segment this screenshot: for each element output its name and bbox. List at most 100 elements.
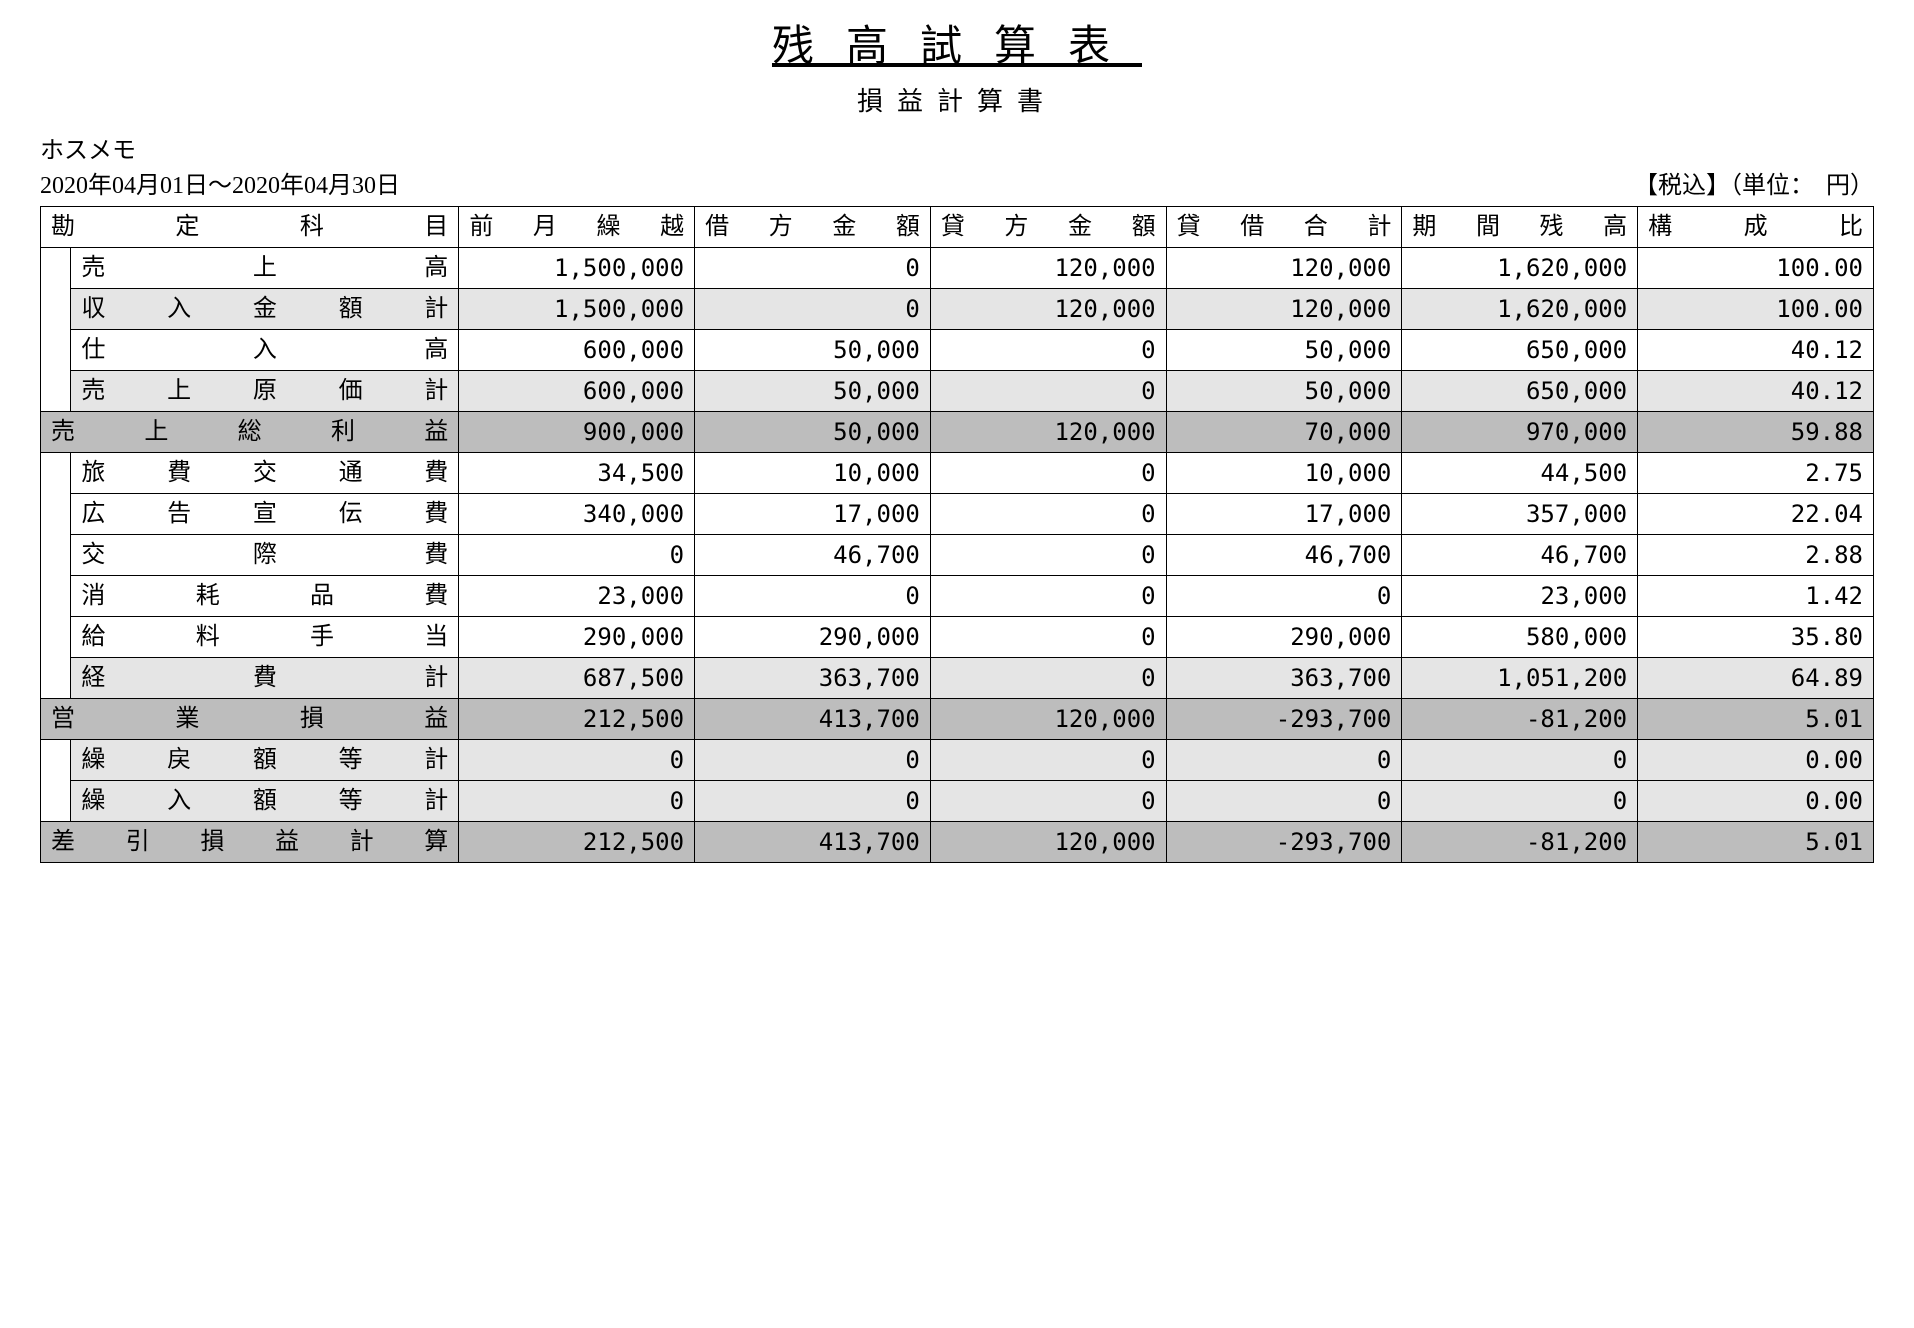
value-cell: 120,000	[1166, 248, 1402, 289]
value-cell: 600,000	[459, 330, 695, 371]
value-cell: 0	[930, 658, 1166, 699]
table-row: 経費計687,500363,7000363,7001,051,20064.89	[41, 658, 1874, 699]
value-cell: 2.75	[1638, 453, 1874, 494]
indent-cell	[41, 371, 71, 412]
value-cell: 580,000	[1402, 617, 1638, 658]
account-label: 売上高	[71, 248, 459, 289]
indent-cell	[41, 494, 71, 535]
value-cell: 64.89	[1638, 658, 1874, 699]
value-cell: 59.88	[1638, 412, 1874, 453]
indent-cell	[41, 289, 71, 330]
value-cell: 120,000	[930, 289, 1166, 330]
value-cell: 0	[930, 740, 1166, 781]
table-row: 売上原価計600,00050,000050,000650,00040.12	[41, 371, 1874, 412]
col-ratio: 構成比	[1638, 207, 1874, 248]
value-cell: 50,000	[695, 330, 931, 371]
value-cell: 363,700	[1166, 658, 1402, 699]
value-cell: 46,700	[1166, 535, 1402, 576]
value-cell: 17,000	[1166, 494, 1402, 535]
value-cell: 23,000	[459, 576, 695, 617]
value-cell: 212,500	[459, 822, 695, 863]
value-cell: 0	[695, 781, 931, 822]
value-cell: 120,000	[930, 699, 1166, 740]
value-cell: 0	[930, 781, 1166, 822]
value-cell: 290,000	[459, 617, 695, 658]
indent-cell	[41, 781, 71, 822]
value-cell: 687,500	[459, 658, 695, 699]
account-label: 売上総利益	[41, 412, 459, 453]
table-row: 消耗品費23,00000023,0001.42	[41, 576, 1874, 617]
value-cell: 46,700	[1402, 535, 1638, 576]
account-label: 旅費交通費	[71, 453, 459, 494]
value-cell: 23,000	[1402, 576, 1638, 617]
value-cell: 120,000	[1166, 289, 1402, 330]
value-cell: 0	[1166, 576, 1402, 617]
value-cell: 50,000	[1166, 371, 1402, 412]
value-cell: 0	[1402, 740, 1638, 781]
value-cell: 413,700	[695, 822, 931, 863]
value-cell: -81,200	[1402, 699, 1638, 740]
account-label: 消耗品費	[71, 576, 459, 617]
value-cell: 1,500,000	[459, 289, 695, 330]
value-cell: 0.00	[1638, 781, 1874, 822]
account-label: 繰入額等計	[71, 781, 459, 822]
value-cell: 0	[459, 781, 695, 822]
account-label: 売上原価計	[71, 371, 459, 412]
table-row: 売上総利益900,00050,000120,00070,000970,00059…	[41, 412, 1874, 453]
account-label: 差引損益計算	[41, 822, 459, 863]
account-label: 広告宣伝費	[71, 494, 459, 535]
value-cell: 70,000	[1166, 412, 1402, 453]
value-cell: 22.04	[1638, 494, 1874, 535]
value-cell: 1,620,000	[1402, 289, 1638, 330]
value-cell: 0	[695, 740, 931, 781]
value-cell: 0	[930, 535, 1166, 576]
value-cell: 0	[1166, 740, 1402, 781]
table-header-row: 勘定科目 前月繰越 借方金額 貸方金額 貸借合計 期間残高 構成比	[41, 207, 1874, 248]
table-row: 給料手当290,000290,0000290,000580,00035.80	[41, 617, 1874, 658]
value-cell: 357,000	[1402, 494, 1638, 535]
col-prev: 前月繰越	[459, 207, 695, 248]
indent-cell	[41, 740, 71, 781]
account-label: 営業損益	[41, 699, 459, 740]
value-cell: 120,000	[930, 822, 1166, 863]
col-credit: 貸方金額	[930, 207, 1166, 248]
value-cell: 1,620,000	[1402, 248, 1638, 289]
col-balance: 期間残高	[1402, 207, 1638, 248]
value-cell: 10,000	[1166, 453, 1402, 494]
value-cell: 10,000	[695, 453, 931, 494]
table-row: 営業損益212,500413,700120,000-293,700-81,200…	[41, 699, 1874, 740]
value-cell: 0	[930, 494, 1166, 535]
account-label: 経費計	[71, 658, 459, 699]
period-text: 2020年04月01日～2020年04月30日	[40, 165, 400, 200]
value-cell: 34,500	[459, 453, 695, 494]
value-cell: 1.42	[1638, 576, 1874, 617]
value-cell: 120,000	[930, 248, 1166, 289]
value-cell: 290,000	[695, 617, 931, 658]
account-label: 給料手当	[71, 617, 459, 658]
page-title: 残高試算表	[0, 12, 1914, 73]
value-cell: 0	[695, 289, 931, 330]
account-label: 交際費	[71, 535, 459, 576]
value-cell: 0	[1402, 781, 1638, 822]
value-cell: 0	[930, 576, 1166, 617]
table-row: 繰戻額等計000000.00	[41, 740, 1874, 781]
value-cell: 2.88	[1638, 535, 1874, 576]
value-cell: 50,000	[695, 412, 931, 453]
value-cell: 0	[459, 535, 695, 576]
indent-cell	[41, 576, 71, 617]
col-debit: 借方金額	[695, 207, 931, 248]
indent-cell	[41, 453, 71, 494]
indent-cell	[41, 658, 71, 699]
table-row: 仕入高600,00050,000050,000650,00040.12	[41, 330, 1874, 371]
table-row: 旅費交通費34,50010,000010,00044,5002.75	[41, 453, 1874, 494]
value-cell: 0	[930, 371, 1166, 412]
account-label: 仕入高	[71, 330, 459, 371]
value-cell: 35.80	[1638, 617, 1874, 658]
value-cell: 0	[459, 740, 695, 781]
tax-unit-text: 【税込】（単位： 円）	[1634, 165, 1874, 200]
value-cell: 0	[930, 617, 1166, 658]
table-body: 売上高1,500,0000120,000120,0001,620,000100.…	[41, 248, 1874, 863]
account-label: 繰戻額等計	[71, 740, 459, 781]
indent-cell	[41, 617, 71, 658]
value-cell: 40.12	[1638, 371, 1874, 412]
